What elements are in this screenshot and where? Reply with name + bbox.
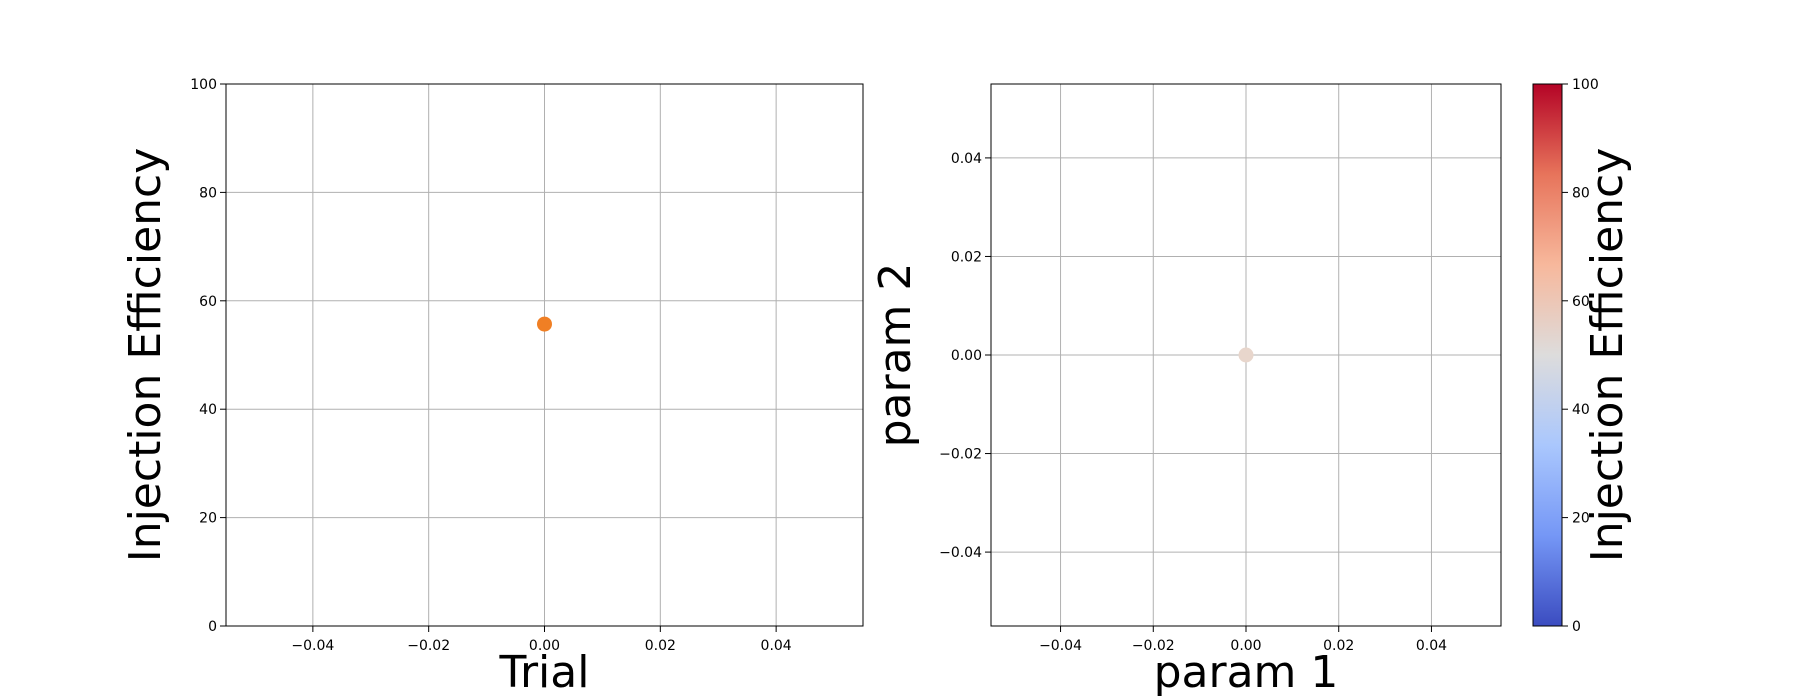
data-point bbox=[537, 316, 552, 332]
y-tick-label: 0.02 bbox=[951, 249, 982, 265]
y-tick-label: 0 bbox=[208, 619, 217, 635]
y-tick-label: 60 bbox=[199, 294, 217, 310]
colorbar-tick-label: 40 bbox=[1572, 402, 1590, 418]
x-axis-label: Trial bbox=[499, 647, 590, 698]
efficiency-vs-trial-plot: −0.04 −0.02 0.00 0.02 0.04 0 20 40 60 80 100 Trial I… bbox=[120, 77, 864, 698]
x-tick-label: 0.02 bbox=[645, 638, 676, 654]
colorbar-tick-label: 60 bbox=[1572, 294, 1590, 310]
x-tick-label: 0.00 bbox=[1230, 638, 1261, 654]
data-point bbox=[1238, 347, 1254, 363]
y-tick-label: 40 bbox=[199, 402, 217, 418]
y-tick-label: 20 bbox=[199, 511, 217, 527]
x-tick-label: −0.04 bbox=[1039, 638, 1082, 654]
x-tick-label: 0.04 bbox=[1416, 638, 1447, 654]
y-tick-label: 100 bbox=[190, 77, 217, 93]
param-scatter-plot: −0.04 −0.02 0.00 0.02 0.04 −0.04 −0.02 0.00 0.02… bbox=[870, 83, 1502, 698]
y-tick-label: 80 bbox=[199, 185, 217, 201]
x-axis-label: param 1 bbox=[1154, 647, 1339, 698]
y-axis-label: param 2 bbox=[870, 263, 921, 448]
colorbar-tick-label: 0 bbox=[1572, 619, 1581, 635]
x-tick-label: −0.02 bbox=[407, 638, 450, 654]
y-axis-label: Injection Efficiency bbox=[120, 148, 171, 563]
colorbar-label: Injection Efficiency bbox=[1582, 148, 1633, 563]
y-tick-label: −0.02 bbox=[939, 447, 982, 463]
colorbar-frame bbox=[1532, 83, 1563, 627]
colorbar: 0 20 40 60 80 100 Injection Efficiency bbox=[1532, 77, 1633, 635]
colorbar-tick-label: 100 bbox=[1572, 77, 1599, 93]
colorbar-gradient bbox=[1533, 84, 1562, 626]
x-tick-label: −0.04 bbox=[291, 638, 334, 654]
colorbar-tick-label: 20 bbox=[1572, 511, 1590, 527]
y-tick-label: −0.04 bbox=[939, 545, 982, 561]
colorbar-tick-label: 80 bbox=[1572, 185, 1590, 201]
x-tick-label: 0.04 bbox=[761, 638, 792, 654]
x-tick-label: 0.00 bbox=[529, 638, 560, 654]
x-tick-label: 0.02 bbox=[1323, 638, 1354, 654]
x-tick-label: −0.02 bbox=[1132, 638, 1175, 654]
y-tick-label: 0.00 bbox=[951, 348, 982, 364]
y-tick-label: 0.04 bbox=[951, 151, 982, 167]
